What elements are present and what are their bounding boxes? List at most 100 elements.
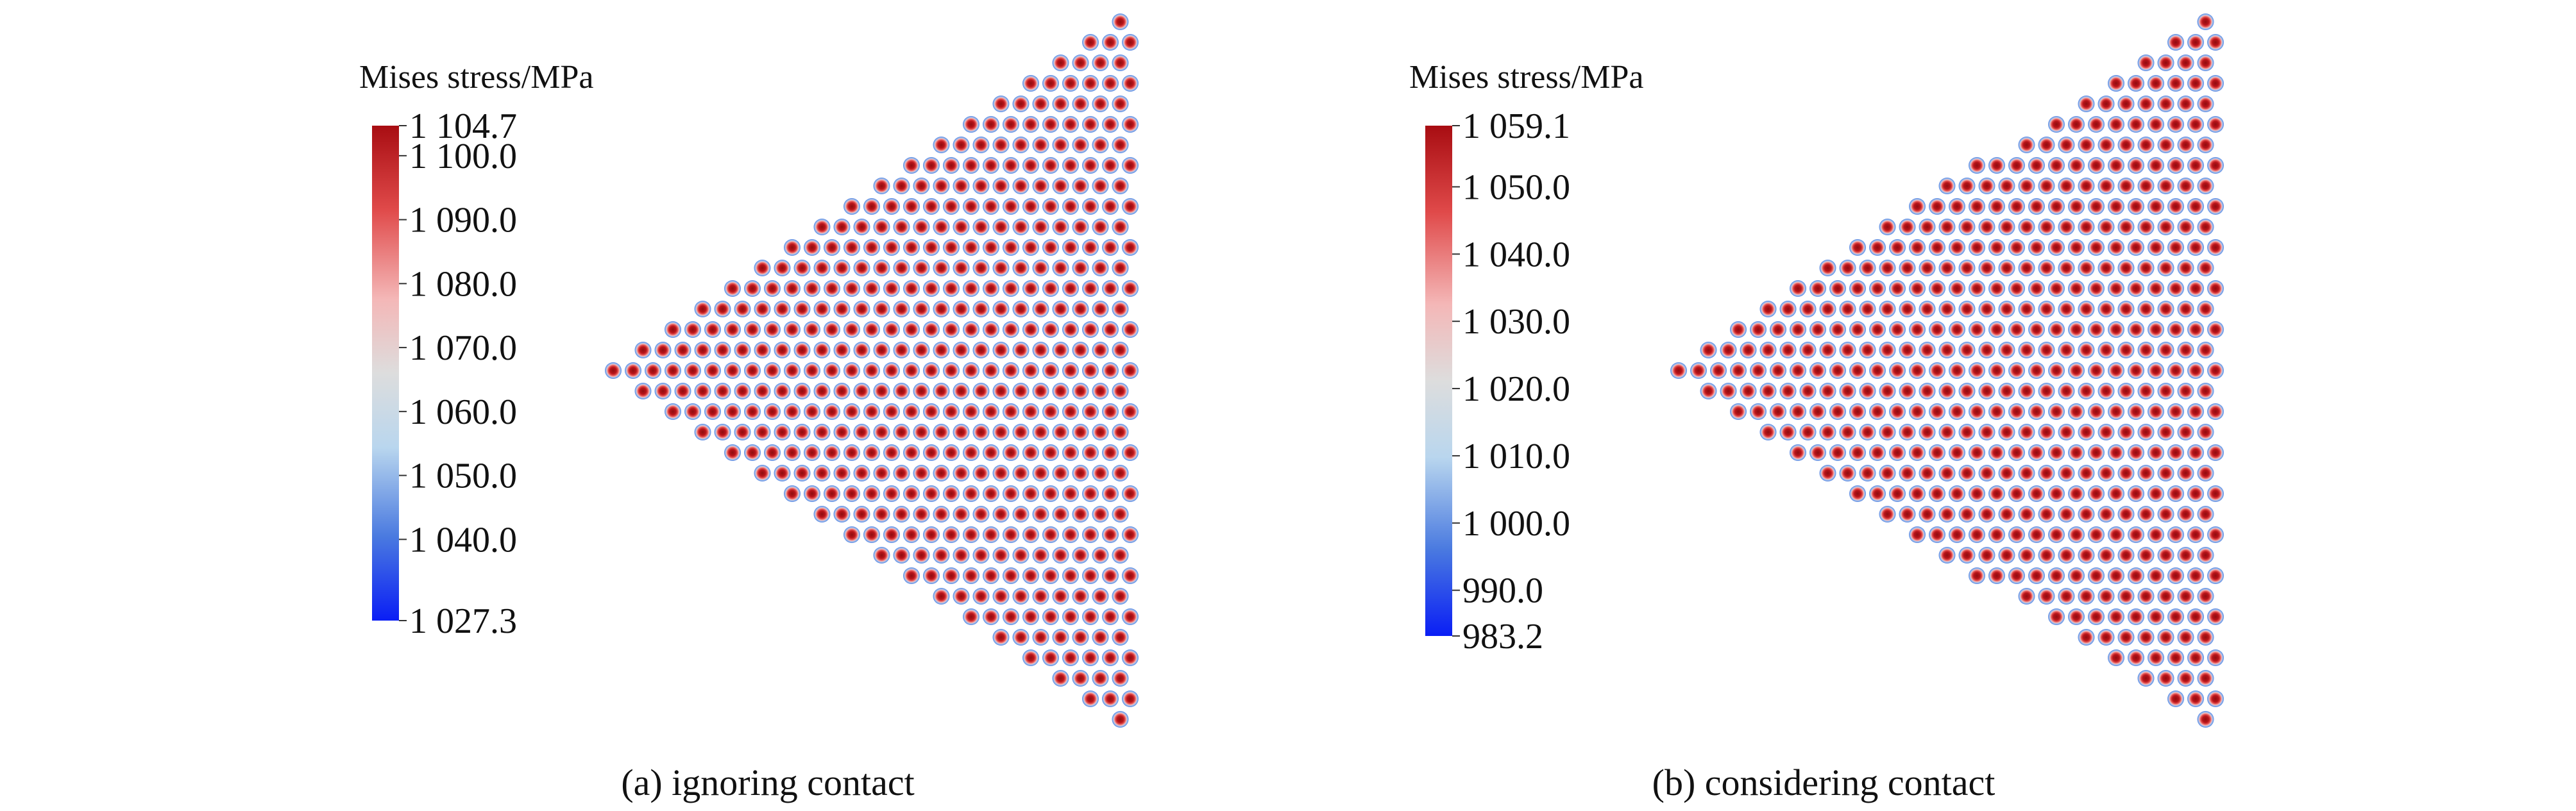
fiber-cross-section xyxy=(1062,75,1079,92)
fiber-cross-section xyxy=(2177,260,2194,276)
fiber-cross-section xyxy=(972,547,990,564)
fiber-cross-section xyxy=(2137,342,2155,358)
fiber-cross-section xyxy=(694,301,711,317)
fiber-cross-section xyxy=(1988,198,2005,215)
fiber-cross-section xyxy=(1958,383,1976,399)
fiber-cross-section xyxy=(2167,526,2184,543)
fiber-cross-section xyxy=(1779,383,1797,399)
fiber-cross-section xyxy=(784,239,801,256)
fiber-cross-section xyxy=(853,342,870,358)
fiber-cross-section xyxy=(2058,178,2075,194)
fiber-cross-section xyxy=(2048,567,2065,584)
fiber-cross-section xyxy=(893,219,910,235)
fiber-cross-section xyxy=(953,506,970,523)
fiber-cross-section xyxy=(843,239,860,256)
fiber-cross-section xyxy=(2128,608,2144,625)
fiber-cross-section xyxy=(893,547,910,564)
fiber-cross-section xyxy=(963,362,979,379)
fiber-cross-section xyxy=(2197,260,2214,276)
fiber-cross-section xyxy=(2117,547,2135,564)
fiber-cross-section xyxy=(1969,526,1985,543)
fiber-cross-section xyxy=(2148,239,2164,256)
fiber-cross-section xyxy=(1909,198,1926,215)
fiber-cross-section xyxy=(1052,506,1069,523)
fiber-cross-section xyxy=(1012,260,1030,276)
fiber-cross-section xyxy=(1670,362,1687,379)
fiber-cross-section xyxy=(2137,219,2155,235)
fiber-cross-section xyxy=(953,465,970,481)
fiber-cross-section xyxy=(863,280,880,297)
fiber-cross-section xyxy=(1102,526,1119,543)
fiber-cross-section xyxy=(754,465,771,481)
fiber-cross-section xyxy=(2008,403,2025,420)
fiber-cross-section xyxy=(2167,239,2184,256)
fiber-cross-section xyxy=(2207,34,2224,51)
fiber-cross-section xyxy=(2068,567,2085,584)
fiber-cross-section xyxy=(1032,219,1049,235)
fiber-cross-section xyxy=(2097,588,2115,605)
fiber-cross-section xyxy=(2148,649,2164,666)
fiber-cross-section xyxy=(605,362,622,379)
fiber-cross-section xyxy=(2187,321,2204,338)
fiber-cross-section xyxy=(1072,383,1089,399)
fiber-cross-section xyxy=(1102,239,1119,256)
fiber-cross-section xyxy=(784,321,801,338)
fiber-cross-section xyxy=(2048,198,2065,215)
fiber-cross-section xyxy=(1082,485,1099,502)
fiber-cross-section xyxy=(1869,444,1886,461)
fiber-cross-section xyxy=(2117,137,2135,153)
fiber-cross-section xyxy=(1759,342,1777,358)
fiber-cross-section xyxy=(1072,54,1089,71)
fiber-cross-section xyxy=(774,465,791,481)
fiber-cross-section xyxy=(1072,260,1089,276)
fiber-cross-section xyxy=(972,178,990,194)
fiber-cross-section xyxy=(943,239,960,256)
fiber-cross-section xyxy=(2187,526,2204,543)
panel-b-colorbar xyxy=(1425,126,1452,636)
fiber-cross-section xyxy=(1938,260,1956,276)
fiber-cross-section xyxy=(1889,403,1906,420)
fiber-cross-section xyxy=(893,178,910,194)
fiber-cross-section xyxy=(1092,465,1109,481)
fiber-cross-section xyxy=(1988,444,2005,461)
fiber-cross-section xyxy=(1869,403,1886,420)
fiber-cross-section xyxy=(1052,588,1069,605)
fiber-cross-section xyxy=(1102,403,1119,420)
fiber-cross-section xyxy=(2177,547,2194,564)
fiber-cross-section xyxy=(923,198,940,215)
fiber-cross-section xyxy=(1998,342,2015,358)
fiber-cross-section xyxy=(983,239,999,256)
fiber-cross-section xyxy=(873,301,890,317)
fiber-cross-section xyxy=(813,424,831,440)
fiber-cross-section xyxy=(1869,239,1886,256)
fiber-cross-section xyxy=(2018,342,2035,358)
fiber-cross-section xyxy=(1012,424,1030,440)
fiber-cross-section xyxy=(1052,219,1069,235)
fiber-cross-section xyxy=(1958,506,1976,523)
fiber-cross-section xyxy=(2177,383,2194,399)
fiber-cross-section xyxy=(1759,424,1777,440)
fiber-cross-section xyxy=(1978,342,1996,358)
fiber-cross-section xyxy=(2157,465,2174,481)
fiber-cross-section xyxy=(1032,383,1049,399)
fiber-cross-section xyxy=(2197,465,2214,481)
fiber-cross-section xyxy=(724,403,741,420)
fiber-cross-section xyxy=(2038,342,2055,358)
fiber-cross-section xyxy=(1112,13,1129,30)
fiber-cross-section xyxy=(913,465,930,481)
fiber-cross-section xyxy=(2207,444,2224,461)
fiber-cross-section xyxy=(1998,301,2015,317)
fiber-cross-section xyxy=(2167,690,2184,707)
fiber-cross-section xyxy=(1032,96,1049,112)
fiber-cross-section xyxy=(2128,444,2144,461)
fiber-cross-section xyxy=(1112,219,1129,235)
fiber-cross-section xyxy=(2197,711,2214,728)
fiber-cross-section xyxy=(2068,403,2085,420)
fiber-cross-section xyxy=(2018,465,2035,481)
fiber-cross-section xyxy=(2038,506,2055,523)
fiber-cross-section xyxy=(1879,506,1896,523)
fiber-cross-section xyxy=(2157,424,2174,440)
fiber-cross-section xyxy=(2117,465,2135,481)
fiber-cross-section xyxy=(963,403,979,420)
fiber-cross-section xyxy=(2187,690,2204,707)
